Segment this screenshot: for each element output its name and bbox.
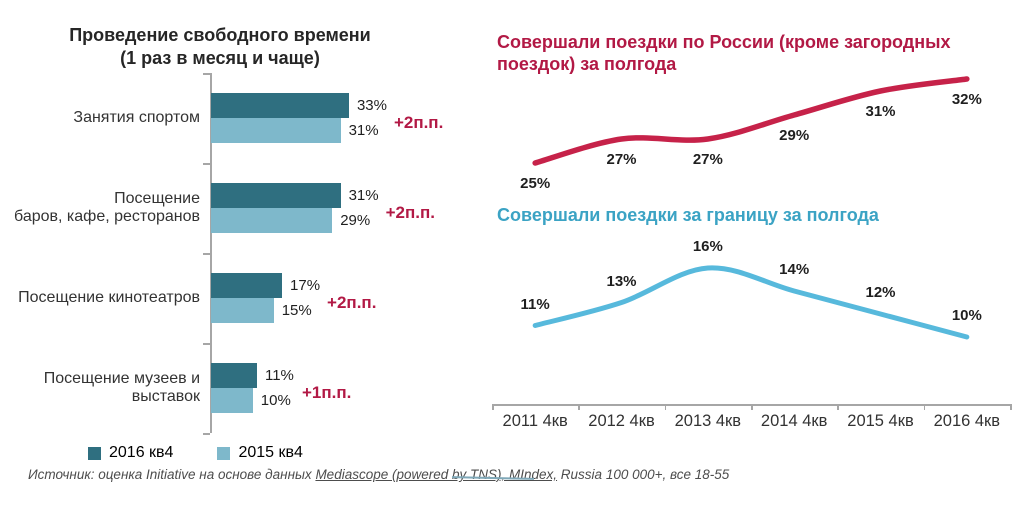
category-label: Занятия спортом	[73, 109, 200, 126]
bar-2016	[211, 183, 341, 208]
bar-axis-tick	[203, 163, 210, 165]
x-axis-tick	[751, 404, 753, 410]
category-label: Посещение кинотеатров	[18, 289, 200, 306]
bar-value-label: 15%	[281, 302, 312, 319]
point-value-label: 27%	[692, 151, 723, 168]
x-axis-label: 2013 4кв	[674, 412, 742, 430]
bar-chart-title: Проведение свободного времени (1 раз в м…	[10, 24, 430, 70]
legend: 2016 кв4 2015 кв4	[88, 444, 303, 462]
abroad-trips-title: Совершали поездки за границу за полгода	[497, 205, 879, 225]
x-axis-label: 2011 4кв	[502, 412, 568, 430]
x-axis-label: 2015 4кв	[847, 412, 914, 430]
bar-value-label: 33%	[356, 97, 387, 114]
point-value-label: 12%	[865, 284, 896, 301]
category-label: Посещение баров, кафе, ресторанов	[14, 190, 200, 225]
point-value-label: 31%	[865, 103, 896, 120]
bar-value-label: 11%	[264, 367, 294, 384]
legend-swatch-2016	[88, 446, 101, 460]
x-axis-tick	[578, 404, 580, 410]
bar-axis-line	[210, 73, 212, 433]
bar-2016	[211, 93, 349, 118]
bar-chart-title-line2: (1 раз в месяц и чаще)	[120, 48, 320, 68]
bar-2015	[211, 298, 274, 323]
source-prefix: Источник: оценка Initiative на основе да…	[28, 467, 316, 482]
x-axis-label: 2016 4кв	[933, 412, 1001, 430]
bar-axis-tick	[203, 433, 210, 435]
point-value-label: 27%	[606, 151, 637, 168]
bar-2015	[211, 118, 341, 143]
point-value-label: 13%	[606, 272, 637, 290]
delta-annotation: +1п.п.	[301, 383, 352, 402]
bar-2015	[211, 208, 333, 233]
bar-axis-tick	[203, 253, 210, 255]
x-axis-tick	[923, 404, 926, 410]
bar-value-label: 10%	[260, 392, 291, 409]
legend-item-2015: 2015 кв4	[217, 444, 303, 462]
x-axis-label: 2012 4кв	[588, 412, 655, 430]
bar-2015	[211, 388, 253, 413]
point-value-label: 14%	[779, 261, 810, 278]
bar-value-label: 17%	[290, 277, 321, 294]
russia-trips-title: Совершали поездки по России (кроме загор…	[497, 32, 951, 74]
point-value-label: 25%	[520, 175, 551, 192]
bar-2016	[211, 363, 257, 388]
legend-item-2016: 2016 кв4	[88, 444, 173, 462]
x-axis-tick	[492, 404, 494, 410]
legend-swatch-2015	[217, 446, 231, 460]
bar-value-label: 29%	[340, 212, 371, 229]
bar-value-label: 31%	[348, 122, 379, 139]
x-axis-tick	[664, 404, 667, 410]
point-value-label: 29%	[779, 127, 810, 144]
x-axis-tick	[1010, 404, 1012, 410]
point-value-label: 10%	[951, 307, 982, 324]
bar-value-label: 31%	[348, 187, 379, 204]
x-axis-tick	[837, 404, 839, 410]
delta-annotation: +2п.п.	[393, 113, 444, 132]
legend-label: 2016 кв4	[109, 444, 174, 461]
point-value-label: 16%	[692, 238, 723, 255]
bar-axis-tick	[203, 343, 210, 345]
delta-annotation: +2п.п.	[385, 203, 435, 222]
russia-trend-line	[532, 76, 970, 166]
bar-chart-title-line1: Проведение свободного времени	[69, 25, 371, 45]
bar-axis-tick	[203, 73, 210, 75]
x-axis-label: 2014 4кв	[760, 412, 828, 430]
legend-label: 2015 кв4	[238, 444, 303, 461]
category-label: Посещение музеев и выставок	[43, 370, 200, 405]
point-value-label: 32%	[951, 91, 982, 108]
abroad-trend-line	[532, 265, 970, 340]
bar-2016	[211, 273, 283, 298]
source-suffix: Russia 100 000+, все 18-55	[557, 467, 730, 482]
source-underlined: Mediascope (powered by TNS), MIndex,	[315, 467, 558, 482]
delta-annotation: +2п.п.	[327, 293, 377, 312]
source-note: Источник: оценка Initiative на основе да…	[28, 467, 729, 482]
point-value-label: 11%	[520, 295, 550, 313]
